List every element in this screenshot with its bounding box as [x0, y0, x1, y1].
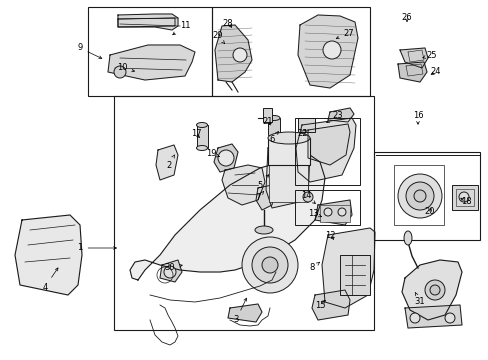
- Polygon shape: [215, 25, 251, 82]
- Bar: [294, 118, 359, 185]
- Text: 16: 16: [412, 111, 423, 124]
- Text: 12: 12: [324, 230, 335, 239]
- Bar: [268, 148, 307, 202]
- Bar: [393, 165, 443, 225]
- Circle shape: [251, 247, 287, 283]
- Polygon shape: [314, 200, 351, 225]
- Bar: [319, 205, 349, 222]
- Text: 29: 29: [212, 31, 224, 44]
- Text: 2: 2: [166, 155, 174, 170]
- Text: 18: 18: [460, 198, 470, 207]
- Polygon shape: [295, 118, 355, 182]
- Text: 23: 23: [326, 112, 343, 123]
- Polygon shape: [265, 140, 309, 208]
- Polygon shape: [156, 145, 178, 180]
- Bar: [455, 189, 473, 206]
- Polygon shape: [311, 290, 349, 320]
- Text: 26: 26: [401, 13, 411, 22]
- Text: 20: 20: [424, 207, 434, 216]
- Polygon shape: [222, 165, 264, 205]
- Text: 1: 1: [77, 243, 116, 252]
- Polygon shape: [108, 45, 195, 80]
- Polygon shape: [321, 228, 374, 308]
- Text: 27: 27: [336, 28, 354, 39]
- Polygon shape: [214, 144, 238, 172]
- Bar: [114, 96, 373, 330]
- Bar: [197, 125, 207, 148]
- Bar: [263, 108, 271, 122]
- Circle shape: [323, 41, 340, 59]
- Polygon shape: [404, 305, 461, 328]
- Circle shape: [262, 257, 278, 273]
- Ellipse shape: [267, 116, 280, 121]
- Text: 13: 13: [307, 208, 321, 217]
- Bar: [88, 7, 212, 96]
- Polygon shape: [118, 14, 178, 30]
- Text: 25: 25: [422, 50, 436, 59]
- Circle shape: [324, 208, 331, 216]
- Circle shape: [232, 48, 246, 62]
- Text: 30: 30: [164, 264, 182, 273]
- Bar: [339, 255, 369, 295]
- Polygon shape: [327, 108, 353, 122]
- Text: 28: 28: [222, 18, 233, 27]
- Circle shape: [413, 190, 425, 202]
- Polygon shape: [401, 260, 461, 320]
- Bar: [373, 152, 479, 240]
- Polygon shape: [297, 15, 357, 88]
- Text: 11: 11: [172, 21, 190, 35]
- Circle shape: [458, 192, 468, 202]
- Bar: [267, 118, 280, 135]
- Text: 6: 6: [269, 132, 278, 144]
- Text: 14: 14: [300, 192, 315, 203]
- Polygon shape: [160, 260, 182, 282]
- Ellipse shape: [403, 231, 411, 245]
- Text: 19: 19: [205, 148, 219, 158]
- Bar: [294, 190, 359, 225]
- Text: 7: 7: [255, 192, 263, 202]
- Polygon shape: [256, 185, 274, 210]
- Text: 10: 10: [117, 63, 134, 72]
- Text: 24: 24: [430, 68, 440, 77]
- Text: 3: 3: [233, 298, 246, 324]
- Polygon shape: [399, 48, 427, 68]
- Circle shape: [444, 313, 454, 323]
- Bar: [212, 7, 369, 96]
- Polygon shape: [307, 124, 349, 165]
- Text: 8: 8: [309, 262, 319, 273]
- Circle shape: [409, 313, 419, 323]
- Circle shape: [303, 192, 312, 202]
- Text: 5: 5: [257, 175, 268, 189]
- Text: 17: 17: [190, 130, 201, 139]
- Ellipse shape: [254, 226, 272, 234]
- Text: 9: 9: [77, 44, 102, 59]
- Ellipse shape: [196, 145, 207, 150]
- Circle shape: [242, 237, 297, 293]
- Circle shape: [337, 208, 346, 216]
- Circle shape: [429, 285, 439, 295]
- Bar: [297, 118, 314, 132]
- Polygon shape: [130, 155, 325, 280]
- Circle shape: [424, 280, 444, 300]
- Text: 22: 22: [297, 129, 307, 138]
- Polygon shape: [15, 215, 82, 295]
- Circle shape: [405, 182, 433, 210]
- Ellipse shape: [196, 122, 207, 127]
- Text: 31: 31: [414, 292, 425, 306]
- Text: 21: 21: [262, 117, 273, 126]
- Text: 15: 15: [314, 300, 325, 310]
- Polygon shape: [227, 304, 262, 322]
- Polygon shape: [397, 62, 426, 82]
- Bar: [267, 138, 309, 165]
- Bar: [451, 185, 477, 210]
- Circle shape: [397, 174, 441, 218]
- Circle shape: [218, 150, 234, 166]
- Circle shape: [114, 66, 126, 78]
- Ellipse shape: [267, 132, 309, 144]
- Circle shape: [163, 266, 176, 278]
- Text: 4: 4: [42, 268, 58, 292]
